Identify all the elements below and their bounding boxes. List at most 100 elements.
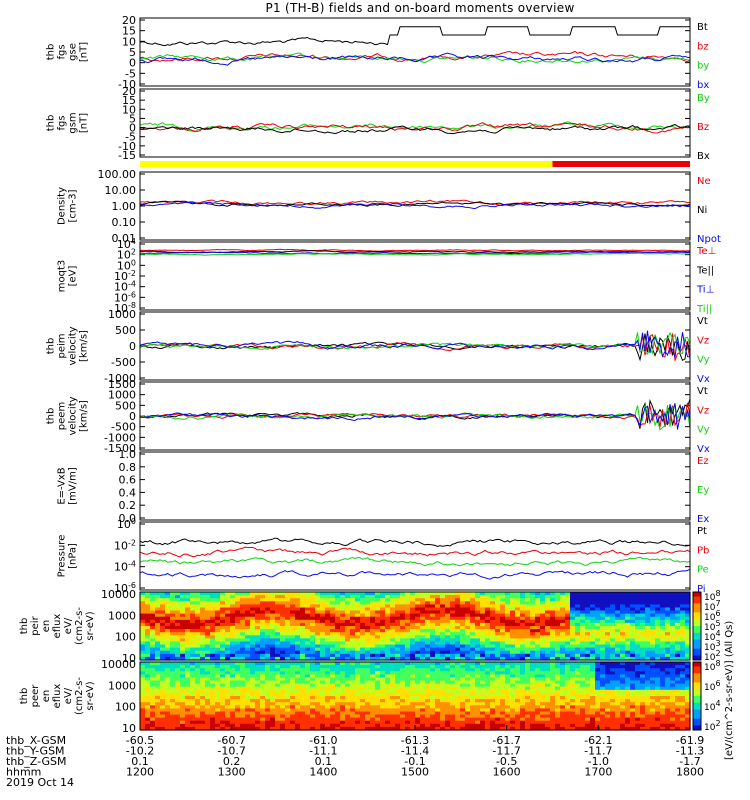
ytick-label: -1000 — [104, 431, 136, 444]
ytick-label: 10-8 — [114, 301, 136, 315]
colorbar-tick-label: 103 — [704, 639, 721, 653]
ytick-label: 0.8 — [119, 461, 137, 474]
ytick-label: 0 — [129, 340, 136, 353]
orbit-value: -60.7 — [217, 734, 245, 747]
ytick-label: 10.00 — [105, 184, 137, 197]
colorbar-tick-label: 104 — [704, 699, 721, 713]
frame-peem_vel — [139, 381, 691, 451]
ytick-label: 1500 — [108, 378, 136, 391]
chart-title: P1 (TH-B) fields and on-board moments ov… — [265, 1, 575, 15]
frame-temp — [139, 241, 691, 311]
panel-density: Density[cm-3] 100.00 10.00 1.00 0.10 0.01 Ne Ni… — [57, 168, 721, 245]
ytick-label: 15 — [122, 25, 136, 38]
series-fgs_gse-bx — [140, 52, 691, 66]
legend-fgs_gsm-By: By — [697, 93, 710, 104]
series-temp-Ti⊥ — [139, 251, 691, 255]
orbit-value: 1500 — [401, 766, 429, 779]
series-temp-Te|| — [139, 250, 691, 254]
frame-peir_eflux — [139, 591, 691, 661]
ytick-label: 20 — [122, 14, 136, 27]
ylabel-peer_eflux: thbpeerenefluxeV/(cm2-s-sr-eV) — [19, 677, 96, 715]
legend-temp-Ti⊥: Ti⊥ — [696, 285, 714, 296]
frame-efield — [139, 451, 691, 521]
legend-density-Ne: Ne — [697, 176, 711, 187]
orbit-value: 1800 — [676, 766, 704, 779]
ylabel-fgs_gse: thbfgsgse[nT] — [46, 42, 90, 62]
ytick-label: 20 — [122, 85, 136, 98]
colorbar-tick-label: 102 — [704, 649, 721, 663]
legend-fgs_gse-bx: bx — [697, 80, 709, 91]
orbit-row-label: hhmm — [6, 766, 41, 779]
legend-fgs_gse-by: by — [697, 61, 709, 72]
series-fgs_gse-Bt — [139, 26, 690, 47]
ytick-label: -1000 — [104, 372, 136, 385]
series-pressure-Pe — [139, 556, 691, 567]
panel-peim_vel: thbpeimvelocity[km/s] 1000 500 0 -500 -1000 Vt… — [46, 308, 710, 385]
legend-fgs_gsm-Bz: Bz — [697, 122, 709, 133]
orbit-value: -0.5 — [496, 755, 517, 768]
orbit-value: -1.0 — [588, 755, 609, 768]
panel-efield: E=-VxB[mV/m] 1.00.80.60.40.20.0 Ez Ey Ex — [57, 448, 710, 525]
ylabel-efield: E=-VxB[mV/m] — [57, 467, 79, 505]
ytick-label: 100 — [117, 517, 136, 531]
panel-peem_vel: thbpeemvelocity[km/s] 150010005000-500-10… — [46, 378, 710, 455]
ytick-label: 10 — [122, 103, 136, 116]
orbit-value: 1600 — [493, 766, 521, 779]
orbit-value: -11.1 — [309, 745, 337, 758]
orbit-value: -62.1 — [584, 734, 612, 747]
panel-pressure: Pressure[nPa] 100 10-2 10-4 10-6 Pt Pb Pe Pi — [57, 517, 710, 595]
ytick-label: 500 — [115, 324, 136, 337]
colorbar-tick-label: 106 — [704, 609, 721, 623]
region-bar-yellow — [140, 161, 553, 167]
legend-fgs_gse-bz: bz — [697, 41, 709, 52]
orbit-value: -61.0 — [309, 734, 337, 747]
ytick-label: 0 — [129, 57, 136, 70]
ytick-label: 1.00 — [112, 200, 137, 213]
orbit-value: -11.7 — [492, 745, 520, 758]
series-temp-Ti|| — [139, 252, 690, 256]
ytick-label: 0 — [129, 122, 136, 135]
colorbar-peir_eflux — [692, 591, 702, 661]
frame-density — [139, 171, 691, 241]
colorbar-tick-label: 108 — [704, 659, 721, 673]
colorbar-tick-label: 105 — [704, 619, 721, 633]
series-pressure-Pi — [139, 568, 691, 580]
ytick-label: 104 — [117, 237, 136, 251]
legend-pressure-Pi: Pi — [697, 584, 706, 595]
frame-fgs_gse — [139, 17, 691, 87]
ytick-label: 100 — [115, 701, 136, 714]
ytick-label: 10000 — [101, 658, 136, 671]
series-density-Ni — [140, 200, 691, 207]
ylabel-fgs_gsm: thbfgsgsm[nT] — [46, 112, 90, 133]
colorbar-tick-label: 108 — [704, 589, 721, 603]
ytick-label: 10-6 — [114, 290, 136, 304]
legend-peim_vel-Vt: Vt — [697, 316, 708, 327]
ytick-label: 10-4 — [114, 560, 136, 574]
orbit-value: -1.7 — [679, 755, 700, 768]
ytick-label: -10 — [118, 78, 136, 91]
series-fgs_gsm-By — [139, 121, 691, 133]
ylabel-pressure: Pressure[nPa] — [57, 535, 79, 578]
ytick-label: 10 — [122, 652, 136, 665]
orbit-value: -60.5 — [126, 734, 154, 747]
ytick-label: 100.00 — [98, 168, 137, 181]
legend-peim_vel-Vx: Vx — [697, 374, 710, 385]
ylabel-peim_vel: thbpeimvelocity[km/s] — [46, 326, 90, 365]
series-temp-Te⊥ — [139, 248, 690, 252]
colorbar-tick-label: 102 — [704, 719, 721, 733]
legend-peim_vel-Vz: Vz — [697, 335, 709, 346]
orbit-value: -61.7 — [492, 734, 520, 747]
orbit-row-label: thb_X-GSM — [6, 734, 66, 747]
ytick-label: 0.2 — [119, 499, 137, 512]
ytick-label: 0.0 — [119, 512, 137, 525]
ytick-label: 0.6 — [119, 474, 137, 487]
ytick-label: 100 — [115, 631, 136, 644]
ytick-label: 100 — [117, 258, 136, 272]
ytick-label: 10 — [122, 35, 136, 48]
series-pressure-Pb — [139, 546, 691, 558]
panel-peir_eflux: thbpeirenefluxeV/(cm2-s-sr-eV) 10000 1000 1… — [19, 588, 721, 665]
